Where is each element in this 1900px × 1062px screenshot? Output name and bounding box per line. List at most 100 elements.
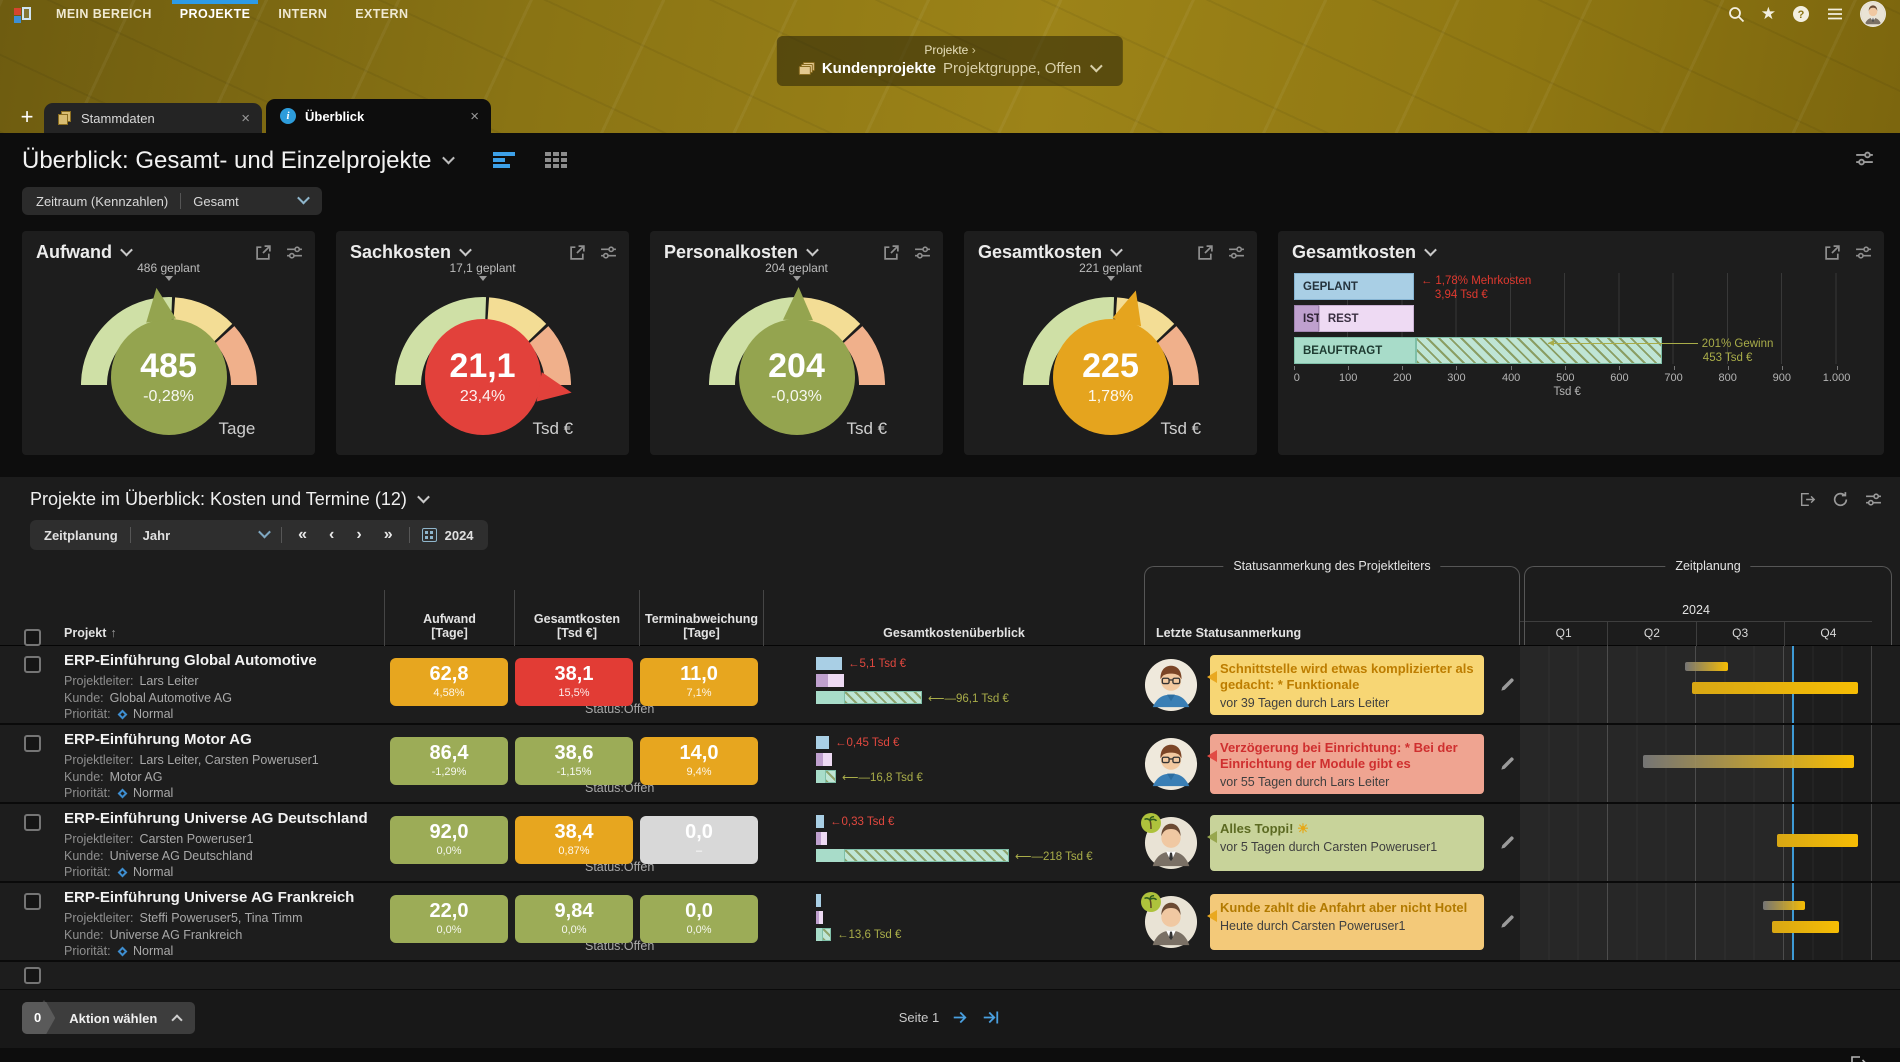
filter-zeitraum[interactable]: Zeitraum (Kennzahlen) Gesamt	[22, 187, 322, 215]
last-period-button[interactable]: »	[383, 526, 393, 543]
kunde: Motor AG	[109, 769, 163, 784]
project-name[interactable]: ERP-Einführung Universe AG Frankreich	[64, 889, 355, 906]
close-icon[interactable]: ×	[470, 107, 479, 125]
view-toggle-chart[interactable]	[492, 152, 519, 170]
open-in-new-icon[interactable]	[1197, 244, 1214, 261]
edit-icon[interactable]	[1499, 834, 1516, 851]
card-settings-icon[interactable]	[600, 244, 617, 261]
tab-stammdaten[interactable]: Stammdaten ×	[44, 103, 262, 133]
card-settings-icon[interactable]	[286, 244, 303, 261]
column-gesamtkosten[interactable]: Gesamtkosten [Tsd €]	[514, 590, 639, 646]
table-row[interactable]: ERP-Einführung Motor AG Projektleiter: La…	[0, 725, 1900, 804]
user-avatar[interactable]	[1860, 1, 1886, 27]
open-in-new-icon[interactable]	[255, 244, 272, 261]
card-settings-icon[interactable]	[1855, 244, 1872, 261]
nav-mein-bereich[interactable]: MEIN BEREICH	[56, 7, 152, 21]
grid-icon	[544, 152, 567, 170]
next-page-icon[interactable]	[951, 1008, 970, 1027]
edit-icon[interactable]	[1499, 755, 1516, 772]
gantt-bar[interactable]	[1685, 662, 1728, 671]
gantt-bar[interactable]	[1776, 834, 1858, 847]
open-in-new-icon[interactable]	[569, 244, 586, 261]
chevron-down-icon[interactable]	[459, 243, 472, 256]
last-page-icon[interactable]	[982, 1008, 1001, 1027]
column-projekt[interactable]: Projekt ↑	[64, 626, 117, 640]
card-settings-icon[interactable]	[1228, 244, 1245, 261]
chevron-down-icon[interactable]	[258, 525, 272, 539]
tab-ueberblick[interactable]: i Überblick ×	[266, 99, 491, 133]
gantt-bar[interactable]	[1771, 921, 1839, 933]
breadcrumb-subtitle: Projektgruppe, Offen	[943, 60, 1082, 77]
status-note[interactable]: Verzögerung bei Einrichtung: * Bei der E…	[1207, 733, 1484, 794]
nav-projekte[interactable]: PROJEKTE	[166, 0, 265, 28]
edit-icon[interactable]	[1499, 676, 1516, 693]
chevron-down-icon[interactable]	[1424, 243, 1437, 256]
status-note[interactable]: Alles Toppi! ☀ vor 5 Tagen durch Carsten…	[1207, 814, 1484, 871]
table-settings-icon[interactable]	[1865, 491, 1882, 508]
select-all-checkbox[interactable]	[24, 629, 41, 646]
edit-icon[interactable]	[1499, 913, 1516, 930]
close-icon[interactable]: ×	[241, 109, 250, 127]
table-header: Statusanmerkung des Projektleiters Zeitp…	[0, 558, 1900, 646]
view-toggle-grid[interactable]	[544, 152, 567, 170]
prioritaet: Normal	[133, 707, 174, 721]
bar-beauftragt-rest	[1415, 337, 1662, 364]
column-terminabweichung[interactable]: Terminabweichung [Tage]	[639, 590, 764, 646]
open-in-new-icon[interactable]	[883, 244, 900, 261]
row-checkbox[interactable]	[24, 656, 41, 673]
table-row[interactable]: ERP-Einführung Global Automotive Projekt…	[0, 646, 1900, 725]
row-checkbox[interactable]	[24, 967, 41, 984]
card-settings-icon[interactable]	[914, 244, 931, 261]
export-page-icon[interactable]	[1849, 1054, 1868, 1062]
project-name[interactable]: ERP-Einführung Universe AG Deutschland	[64, 810, 368, 827]
badge-gesamtkosten: 38,1 15,5%	[515, 658, 633, 706]
gantt-bar[interactable]	[1692, 682, 1858, 694]
calendar-icon[interactable]	[421, 528, 437, 542]
chevron-down-icon[interactable]	[1090, 59, 1104, 72]
table-row[interactable]: ERP-Einführung Universe AG Deutschland P…	[0, 804, 1900, 883]
row-checkbox[interactable]	[24, 893, 41, 910]
planned-label: 17,1 geplant	[449, 261, 516, 275]
column-gesamtkostenueberblick[interactable]: Gesamtkostenüberblick	[883, 626, 1025, 640]
tab-strip: + Stammdaten × i Überblick ×	[0, 99, 1900, 133]
row-checkbox[interactable]	[24, 735, 41, 752]
help-icon[interactable]	[1792, 5, 1810, 23]
chevron-down-icon[interactable]	[1110, 243, 1123, 256]
column-aufwand[interactable]: Aufwand [Tage]	[384, 590, 514, 646]
chevron-down-icon[interactable]	[806, 243, 819, 256]
gantt-bar[interactable]	[1643, 755, 1855, 768]
open-in-new-icon[interactable]	[1824, 244, 1841, 261]
year-value[interactable]: 2024	[444, 527, 474, 543]
status-note[interactable]: Kunde zahlt die Anfahrt aber nicht Hotel…	[1207, 893, 1484, 950]
new-tab-button[interactable]: +	[20, 104, 34, 129]
first-period-button[interactable]: «	[298, 526, 308, 543]
project-name[interactable]: ERP-Einführung Global Automotive	[64, 652, 317, 669]
favorites-icon[interactable]: ★	[1760, 4, 1776, 23]
prioritaet: Normal	[133, 786, 174, 800]
gantt-bar[interactable]	[1762, 901, 1806, 910]
page-settings-icon[interactable]	[1855, 149, 1874, 168]
action-select-button[interactable]: 0 Aktion wählen	[22, 1000, 196, 1034]
chevron-down-icon[interactable]	[120, 243, 133, 256]
projektleiter: Steffi Poweruser5, Tina Timm	[139, 911, 303, 925]
next-period-button[interactable]: ›	[356, 526, 362, 543]
nav-extern[interactable]: EXTERN	[355, 7, 409, 21]
priority-icon	[117, 946, 127, 957]
chevron-down-icon[interactable]	[416, 490, 430, 503]
row-checkbox[interactable]	[24, 814, 41, 831]
prev-period-button[interactable]: ‹	[329, 526, 335, 543]
status-note[interactable]: Schnittstelle wird etwas komplizierter a…	[1207, 654, 1484, 715]
nav-intern[interactable]: INTERN	[278, 7, 328, 21]
search-icon[interactable]	[1727, 5, 1745, 23]
column-letzte-statusanmerkung[interactable]: Letzte Statusanmerkung	[1156, 626, 1302, 640]
menu-icon[interactable]	[1826, 5, 1844, 23]
app-logo[interactable]	[14, 6, 32, 23]
period-select[interactable]: Jahr	[142, 527, 171, 543]
project-name[interactable]: ERP-Einführung Motor AG	[64, 731, 252, 748]
table-row[interactable]: ERP-Einführung Universe AG Frankreich Pr…	[0, 883, 1900, 962]
refresh-icon[interactable]	[1832, 491, 1849, 508]
chevron-down-icon[interactable]	[441, 151, 455, 165]
breadcrumb[interactable]: Projekte › Kundenprojekte Projektgruppe,…	[776, 36, 1124, 86]
export-icon[interactable]	[1799, 491, 1816, 508]
gauge-value: 21,1	[449, 347, 516, 385]
